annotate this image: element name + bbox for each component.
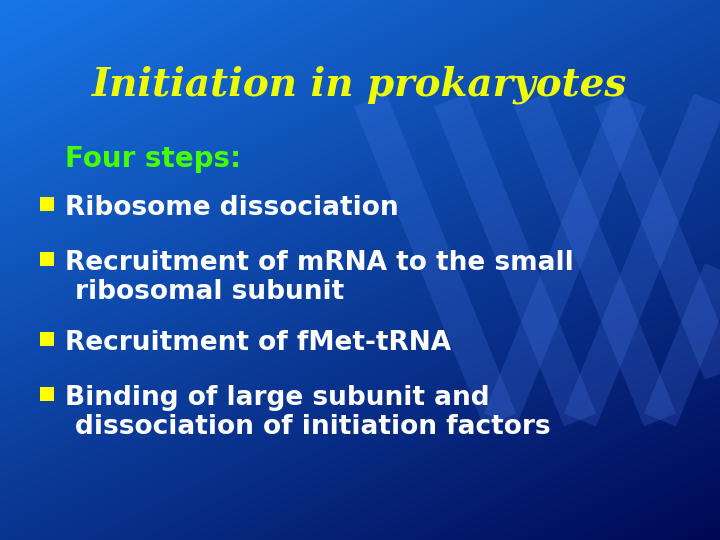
FancyBboxPatch shape (40, 387, 54, 401)
Text: Four steps:: Four steps: (65, 145, 241, 173)
Text: ribosomal subunit: ribosomal subunit (75, 280, 344, 306)
Text: Recruitment of fMet-tRNA: Recruitment of fMet-tRNA (65, 330, 451, 356)
Text: Binding of large subunit and: Binding of large subunit and (65, 385, 490, 411)
FancyBboxPatch shape (40, 197, 54, 211)
Text: Ribosome dissociation: Ribosome dissociation (65, 195, 399, 221)
FancyBboxPatch shape (40, 252, 54, 266)
Text: Recruitment of mRNA to the small: Recruitment of mRNA to the small (65, 250, 574, 276)
FancyBboxPatch shape (40, 332, 54, 346)
Text: dissociation of initiation factors: dissociation of initiation factors (75, 415, 551, 441)
Text: Initiation in prokaryotes: Initiation in prokaryotes (92, 65, 628, 104)
